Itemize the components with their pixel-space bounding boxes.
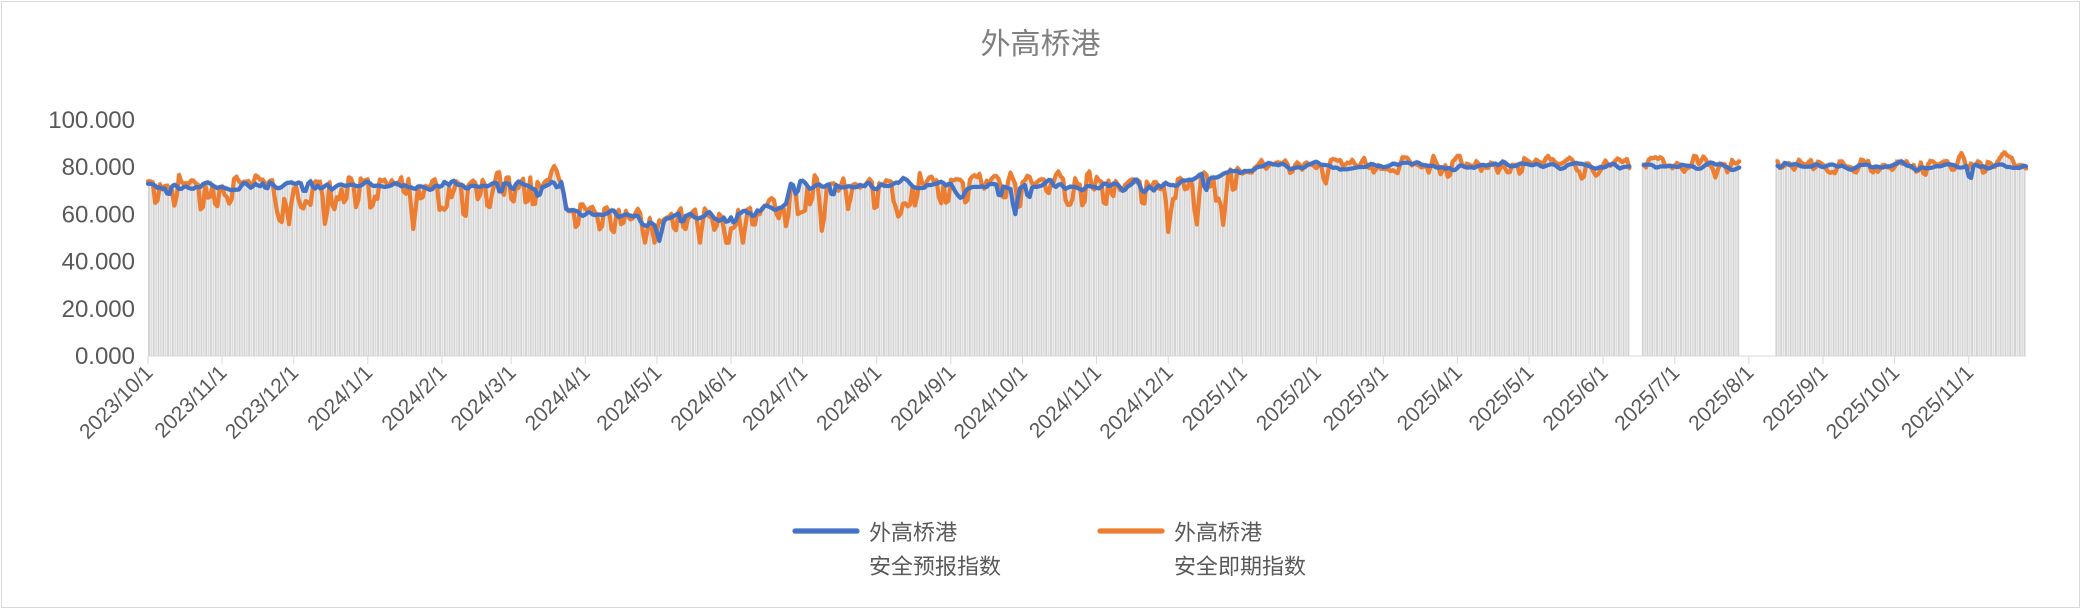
svg-text:2023/12/1: 2023/12/1	[221, 361, 303, 443]
svg-text:80.000: 80.000	[62, 154, 135, 181]
svg-text:安全即期指数: 安全即期指数	[1174, 549, 1306, 581]
svg-text:2023/11/1: 2023/11/1	[150, 361, 231, 442]
svg-text:2025/1/1: 2025/1/1	[1178, 361, 1252, 435]
svg-text:20.000: 20.000	[62, 296, 135, 323]
svg-text:60.000: 60.000	[62, 201, 135, 228]
svg-text:外高桥港: 外高桥港	[869, 515, 957, 547]
svg-text:2024/10/1: 2024/10/1	[950, 361, 1032, 443]
svg-text:2024/4/1: 2024/4/1	[521, 361, 595, 435]
svg-text:2025/7/1: 2025/7/1	[1610, 361, 1684, 435]
svg-text:2024/1/1: 2024/1/1	[303, 361, 377, 435]
svg-text:100.000: 100.000	[48, 107, 135, 134]
svg-text:2024/9/1: 2024/9/1	[886, 361, 960, 435]
svg-text:2025/3/1: 2025/3/1	[1319, 361, 1393, 435]
svg-text:2023/10/1: 2023/10/1	[75, 361, 157, 443]
svg-text:2025/4/1: 2025/4/1	[1393, 361, 1467, 435]
svg-text:2025/8/1: 2025/8/1	[1684, 361, 1758, 435]
svg-text:2024/6/1: 2024/6/1	[666, 361, 740, 435]
svg-text:2025/9/1: 2025/9/1	[1758, 361, 1832, 435]
svg-text:2024/2/1: 2024/2/1	[377, 361, 451, 435]
svg-text:2024/12/1: 2024/12/1	[1095, 361, 1177, 443]
svg-text:2024/3/1: 2024/3/1	[447, 361, 521, 435]
svg-text:2025/11/1: 2025/11/1	[1897, 361, 1978, 442]
svg-text:2024/11/1: 2024/11/1	[1025, 361, 1106, 442]
svg-text:0.000: 0.000	[75, 343, 135, 370]
svg-text:2025/10/1: 2025/10/1	[1822, 361, 1904, 443]
svg-text:2024/8/1: 2024/8/1	[812, 361, 886, 435]
svg-text:2024/7/1: 2024/7/1	[738, 361, 812, 435]
svg-text:2025/2/1: 2025/2/1	[1252, 361, 1326, 435]
svg-text:2025/6/1: 2025/6/1	[1539, 361, 1613, 435]
svg-text:2025/5/1: 2025/5/1	[1464, 361, 1538, 435]
svg-text:40.000: 40.000	[62, 249, 135, 276]
svg-text:2024/5/1: 2024/5/1	[592, 361, 666, 435]
svg-text:安全预报指数: 安全预报指数	[869, 549, 1001, 581]
svg-text:外高桥港: 外高桥港	[1174, 515, 1262, 547]
